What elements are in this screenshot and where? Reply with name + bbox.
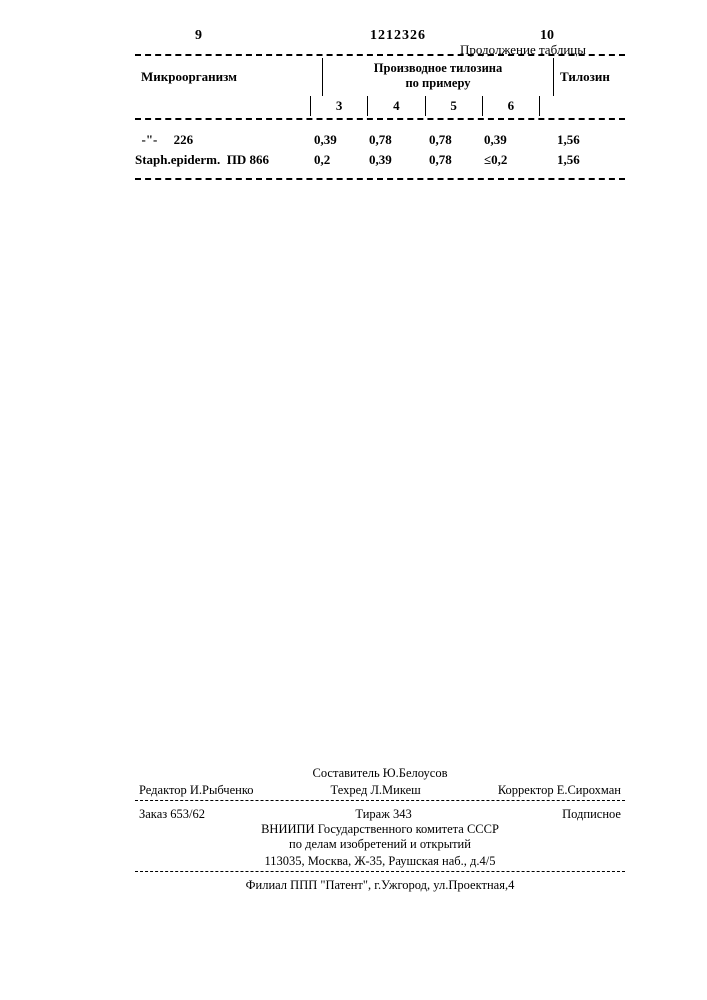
- subcol-3: 3: [310, 96, 368, 116]
- page-number-left: 9: [195, 28, 202, 44]
- org-line-2: по делам изобретений и открытий: [135, 837, 625, 852]
- org-line-1: ВНИИПИ Государственного комитета СССР: [135, 822, 625, 837]
- cell-col5: 0,78: [429, 132, 484, 148]
- subheader-columns: 3 4 5 6: [310, 96, 540, 116]
- imprint-block: Составитель Ю.Белоусов Редактор И.Рыбчен…: [135, 766, 625, 893]
- cell-organism: -"- 226: [135, 132, 310, 148]
- subscription-label: Подписное: [562, 807, 621, 822]
- table-subheader-row: 3 4 5 6: [135, 96, 625, 116]
- column-header-derivative-group: Производное тилозина по примеру: [322, 58, 554, 96]
- order-number: Заказ 653/62: [139, 807, 205, 822]
- editor-label: Редактор И.Рыбченко: [139, 783, 254, 798]
- document-number: 1212326: [370, 28, 426, 44]
- subcol-5: 5: [426, 96, 483, 116]
- data-table: Микроорганизм Производное тилозина по пр…: [135, 52, 625, 182]
- order-line: Заказ 653/62 Тираж 343 Подписное: [135, 803, 625, 822]
- corrector-label: Корректор Е.Сирохман: [498, 783, 621, 798]
- table-row: Staph.epiderm. ПD 866 0,2 0,39 0,78 ≤0,2…: [135, 152, 625, 168]
- table-top-rule: [135, 54, 625, 56]
- cell-col4: 0,39: [369, 152, 429, 168]
- table-header-row: Микроорганизм Производное тилозина по пр…: [135, 58, 625, 96]
- credits-line: Редактор И.Рыбченко Техред Л.Микеш Корре…: [135, 783, 625, 798]
- column-header-microorganism: Микроорганизм: [135, 58, 322, 96]
- table-mid-rule: [135, 118, 625, 120]
- cell-col3: 0,39: [310, 132, 369, 148]
- subheader-spacer-right: [540, 96, 625, 116]
- cell-col5: 0,78: [429, 152, 484, 168]
- table-body: -"- 226 0,39 0,78 0,78 0,39 1,56 Staph.e…: [135, 122, 625, 176]
- cell-col6: ≤0,2: [484, 152, 539, 168]
- cell-tylosin: 1,56: [539, 152, 625, 168]
- cell-col3: 0,2: [310, 152, 369, 168]
- column-header-tylosin: Тилозин: [554, 58, 625, 96]
- address-line: 113035, Москва, Ж-35, Раушская наб., д.4…: [135, 854, 625, 869]
- table-row: -"- 226 0,39 0,78 0,78 0,39 1,56: [135, 132, 625, 148]
- tirazh-label: Тираж 343: [355, 807, 411, 822]
- derivative-group-label: Производное тилозина по примеру: [323, 58, 553, 81]
- cell-organism: Staph.epiderm. ПD 866: [135, 152, 310, 168]
- derivative-label-line1: Производное тилозина: [374, 61, 502, 75]
- cell-col6: 0,39: [484, 132, 539, 148]
- cell-tylosin: 1,56: [539, 132, 625, 148]
- tech-editor-label: Техред Л.Микеш: [331, 783, 421, 798]
- cell-col4: 0,78: [369, 132, 429, 148]
- address-rule: [135, 871, 625, 872]
- page: 9 1212326 10 Продолжение таблицы Микроор…: [0, 0, 707, 1000]
- table-bottom-rule: [135, 178, 625, 180]
- credits-rule: [135, 800, 625, 801]
- derivative-label-line2: по примеру: [405, 76, 470, 90]
- subcol-4: 4: [368, 96, 425, 116]
- subheader-spacer-left: [135, 96, 310, 116]
- compiler-line: Составитель Ю.Белоусов: [135, 766, 625, 781]
- branch-line: Филиал ППП "Патент", г.Ужгород, ул.Проек…: [135, 878, 625, 893]
- subcol-6: 6: [483, 96, 540, 116]
